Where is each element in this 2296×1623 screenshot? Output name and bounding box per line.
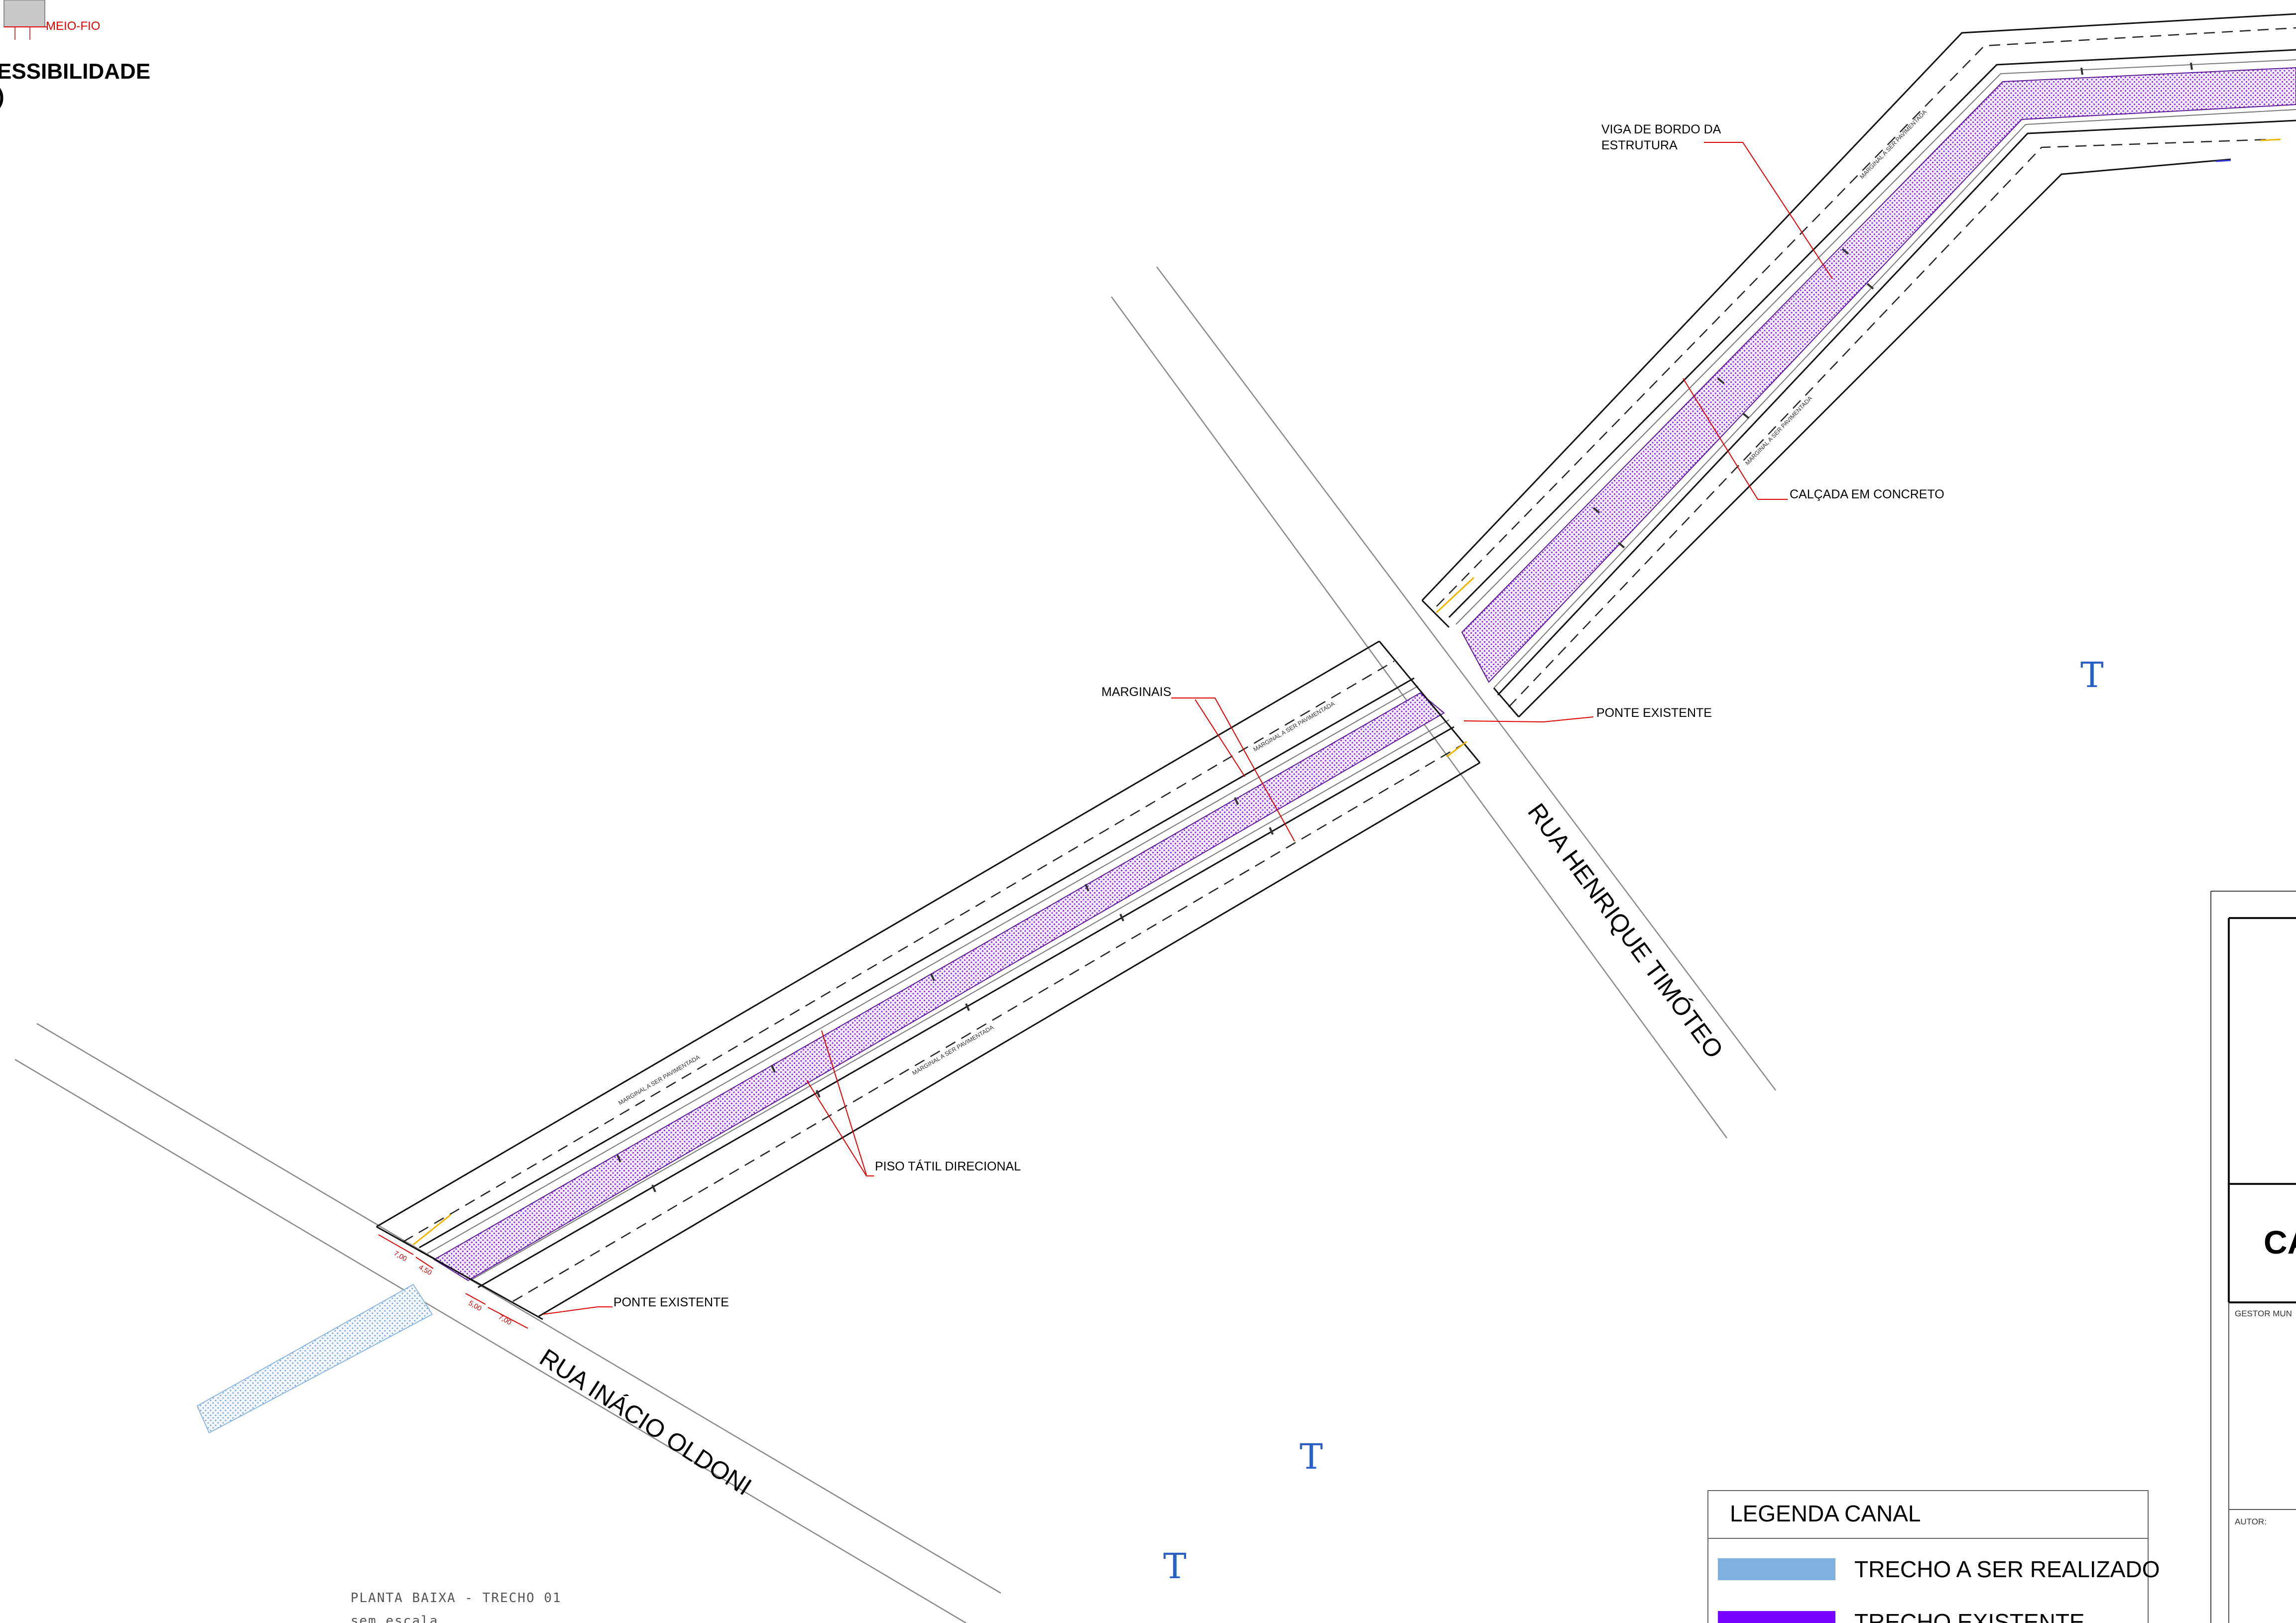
canal-segment-upper: MARGINAL A SER PAVIMENTADA MARGINAL A SE… bbox=[1421, 13, 2296, 718]
dimension-marks bbox=[378, 1234, 528, 1329]
marker-glyph: T bbox=[2080, 655, 2104, 696]
title-block-autor: AUTOR: bbox=[2235, 1517, 2267, 1526]
callout-leaders bbox=[542, 142, 1833, 1315]
legend-item-planned: TRECHO A SER REALIZADO bbox=[1854, 1556, 2160, 1582]
title-block-partial-title: CA bbox=[2264, 1224, 2296, 1261]
callout-piso-tatil: PISO TÁTIL DIRECIONAL bbox=[875, 1159, 1021, 1173]
callout-ponte-existente-lower: PONTE EXISTENTE bbox=[613, 1295, 729, 1309]
dimension-value: 7,00 bbox=[497, 1313, 513, 1327]
canal-segment-lower: MARGINAL A SER PAVIMENTADA MARGINAL A SE… bbox=[376, 640, 1481, 1320]
dimension-value: 5,00 bbox=[468, 1299, 483, 1313]
existing-channel-hatch bbox=[1461, 67, 2296, 683]
callout-ponte-existente-upper: PONTE EXISTENTE bbox=[1596, 706, 1712, 720]
marginal-label: MARGINAL A SER PAVIMENTADA bbox=[1744, 395, 1813, 466]
callout-calcada-concreto: CALÇADA EM CONCRETO bbox=[1790, 487, 1944, 501]
meio-fio-label: MEIO-FIO bbox=[46, 19, 100, 33]
detail-fragment: MEIO-FIO ESSIBILIDADE ) bbox=[0, 0, 150, 109]
existing-channel-hatch bbox=[433, 692, 1445, 1281]
callout-viga-bordo-2: ESTRUTURA bbox=[1601, 138, 1678, 152]
callout-viga-bordo: VIGA DE BORDO DA bbox=[1601, 122, 1721, 136]
curb-detail-block bbox=[3, 0, 45, 27]
legend-swatch-planned bbox=[1718, 1558, 1835, 1580]
title-block-gestor: GESTOR MUN bbox=[2235, 1309, 2292, 1318]
street-name-inacio-oldoni: RUA INÁCIO OLDONI bbox=[535, 1343, 756, 1501]
legend-item-existing: TRECHO EXISTENTE bbox=[1854, 1609, 2085, 1623]
detail-heading-line2: ) bbox=[0, 84, 4, 109]
legend: LEGENDA CANAL TRECHO A SER REALIZADO TRE… bbox=[1707, 1490, 2160, 1623]
dimension-value: 4,50 bbox=[418, 1263, 434, 1277]
street-name-henrique-timoteo: RUA HENRIQUE TIMÓTEO bbox=[1522, 798, 1729, 1063]
legend-frame bbox=[1707, 1490, 2149, 1623]
planned-channel-hatch bbox=[196, 1283, 433, 1434]
callout-marginais: MARGINAIS bbox=[1101, 685, 1171, 699]
legend-swatch-existing bbox=[1718, 1611, 1835, 1623]
marker-glyph: T bbox=[1163, 1546, 1187, 1587]
legend-title: LEGENDA CANAL bbox=[1730, 1501, 1921, 1526]
title-block: CA GESTOR MUN AUTOR: bbox=[2210, 891, 2296, 1623]
street-rua-inacio bbox=[14, 1023, 1001, 1623]
plan-caption-scale: sem escala bbox=[351, 1614, 439, 1623]
plan-caption-title: PLANTA BAIXA - TRECHO 01 bbox=[351, 1591, 562, 1606]
detail-heading-line1: ESSIBILIDADE bbox=[0, 59, 150, 84]
dimension-value: 7,00 bbox=[393, 1249, 409, 1263]
marker-glyph: T bbox=[1300, 1436, 1323, 1477]
